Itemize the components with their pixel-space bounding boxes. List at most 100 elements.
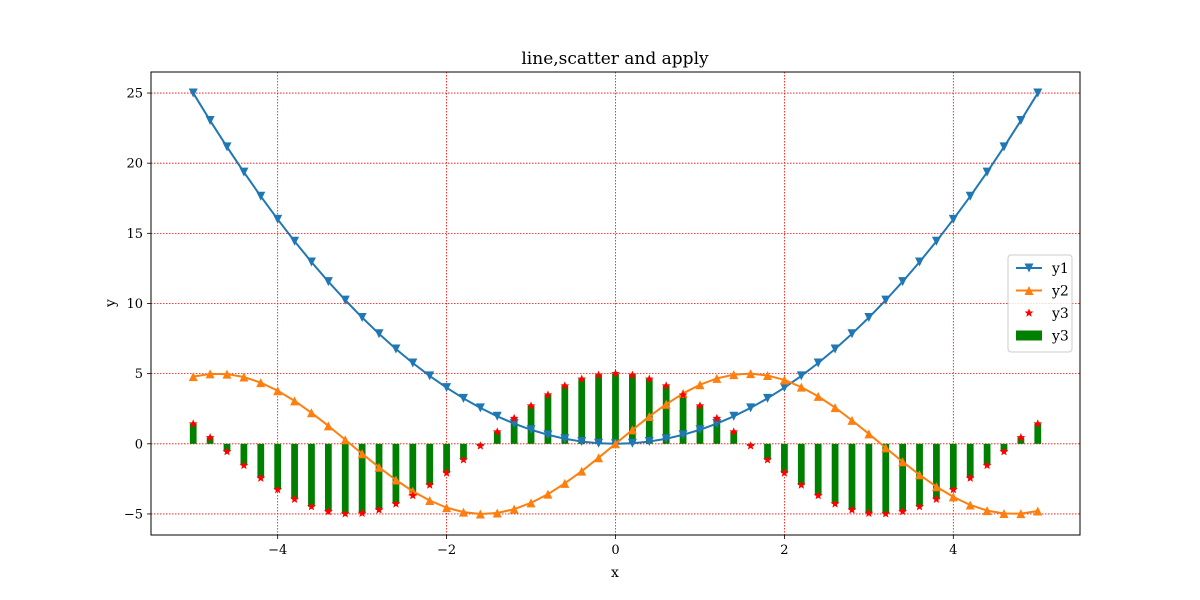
bar (899, 443, 907, 512)
bar (324, 443, 332, 512)
x-tick-label: −2 (437, 543, 456, 558)
bar (848, 443, 856, 510)
legend-marker (1024, 286, 1034, 295)
scatter-point (374, 505, 384, 514)
data-point (627, 425, 637, 435)
legend-marker (1024, 263, 1034, 273)
scatter-point (948, 485, 958, 494)
bar (341, 443, 349, 514)
scatter-point (644, 374, 654, 383)
data-point (999, 509, 1009, 519)
bar (679, 394, 687, 444)
data-point (948, 214, 958, 224)
data-point (408, 358, 418, 368)
legend: y1 y2 y3 y3 (1007, 254, 1073, 353)
bar (595, 375, 602, 444)
data-point (458, 507, 468, 517)
data-point (661, 399, 671, 409)
data-point (881, 443, 891, 453)
data-point (965, 191, 975, 201)
data-point (526, 425, 536, 435)
grid (151, 72, 1080, 535)
data-point (813, 358, 823, 368)
bar (629, 375, 636, 444)
data-point (425, 371, 435, 381)
x-tick-label: 2 (780, 543, 788, 558)
bar (696, 405, 704, 444)
data-point (982, 167, 992, 177)
legend-entry: y2 (1016, 284, 1069, 300)
data-point (678, 430, 688, 440)
data-point (1033, 88, 1043, 98)
data-point (442, 503, 452, 513)
data-point (594, 438, 604, 448)
bar (781, 443, 788, 473)
bar (730, 431, 738, 444)
scatter-point (307, 502, 316, 511)
scatter-point (577, 374, 587, 383)
x-axis-ticks: −4 −2 0 2 4 (268, 535, 957, 558)
bar (933, 443, 940, 500)
legend-label: y3 (1051, 329, 1069, 345)
scatter-point (543, 390, 553, 399)
scatter-point (357, 508, 367, 517)
data-point (982, 506, 992, 516)
scatter-point (391, 499, 401, 508)
bar (578, 379, 586, 444)
data-point (830, 403, 840, 413)
data-point (458, 393, 468, 403)
data-point (948, 492, 958, 502)
legend-label: y1 (1051, 261, 1069, 277)
y-tick-label: 0 (135, 437, 143, 452)
bar (662, 385, 670, 444)
bar (240, 443, 248, 466)
bar (1017, 437, 1025, 444)
scatter-point (695, 401, 705, 410)
data-point (391, 344, 401, 354)
data-point (729, 370, 739, 380)
data-point (695, 380, 705, 390)
scatter-point (1033, 419, 1043, 428)
data-point (746, 369, 756, 379)
legend-label: y2 (1051, 284, 1069, 300)
bar (713, 418, 721, 444)
data-point (830, 344, 840, 354)
data-point (796, 371, 806, 381)
bar (645, 379, 653, 444)
scatter-point (796, 480, 806, 489)
scatter-point (881, 509, 891, 518)
scatter-point (492, 427, 502, 436)
scatter-point (864, 508, 874, 517)
data-point (931, 236, 941, 246)
x-tick-label: −4 (268, 543, 287, 558)
data-point (881, 295, 891, 305)
bar (612, 373, 619, 444)
y-tick-label: 15 (126, 227, 143, 242)
bar (764, 443, 771, 460)
data-point (931, 482, 941, 492)
data-point (357, 313, 367, 323)
data-point (374, 462, 384, 472)
data-point (763, 370, 773, 380)
bar (544, 394, 552, 444)
data-point (222, 142, 232, 152)
scatter-point (982, 460, 992, 470)
data-point (306, 408, 316, 418)
bar (308, 443, 315, 507)
data-point (864, 429, 874, 439)
legend-entry: y3 (1024, 306, 1069, 322)
data-point (577, 437, 587, 447)
bar (426, 443, 434, 486)
data-point (560, 478, 570, 488)
data-point (391, 475, 401, 485)
series-y3-points (188, 369, 1043, 518)
bar (493, 431, 501, 444)
data-point (779, 383, 789, 393)
scatter-point (932, 494, 941, 503)
scatter-point (323, 506, 333, 516)
data-point (729, 411, 739, 421)
data-point (323, 421, 333, 431)
data-point (915, 470, 925, 480)
